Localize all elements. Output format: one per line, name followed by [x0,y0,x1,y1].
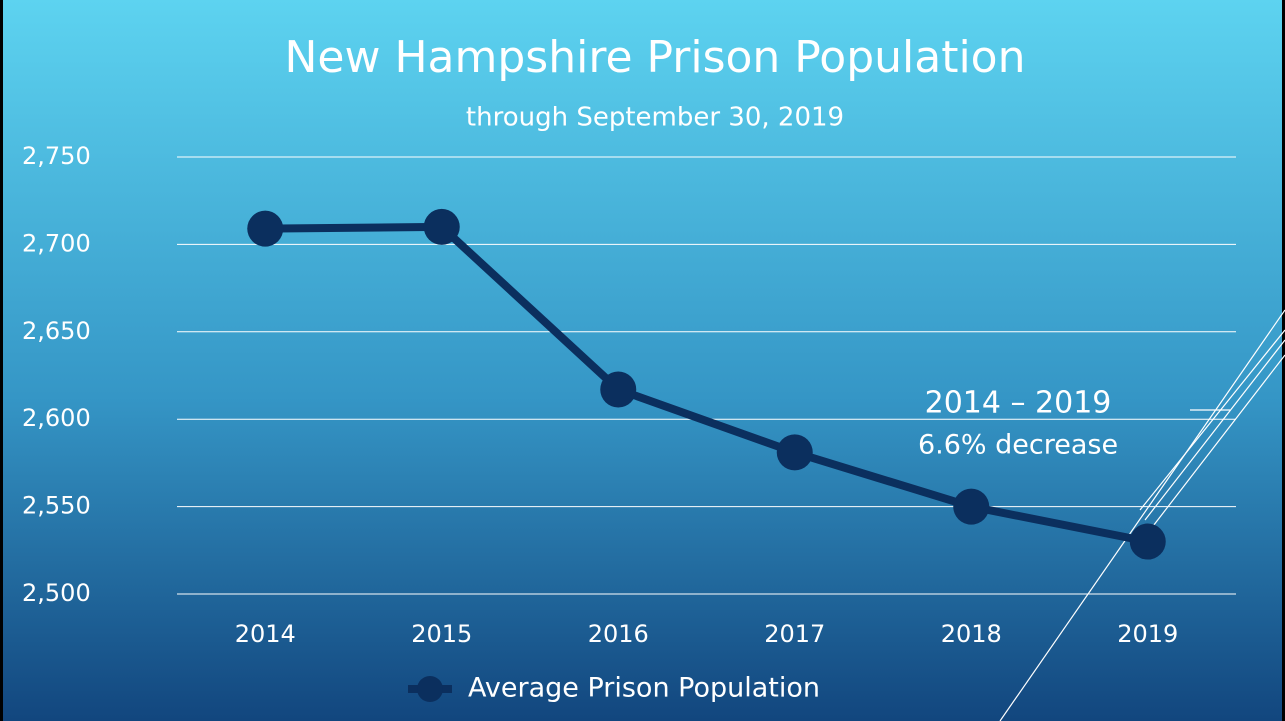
x-tick-label: 2014 [235,620,296,648]
x-tick-label: 2019 [1117,620,1178,648]
y-tick-label: 2,700 [22,229,91,257]
marker [423,208,460,245]
background [3,0,1282,721]
y-tick-label: 2,650 [22,317,91,345]
y-tick-label: 2,550 [22,492,91,520]
annotation: 6.6% decrease [918,430,1118,461]
x-tick-label: 2018 [941,620,1002,648]
x-tick-label: 2016 [588,620,649,648]
legend-marker [417,676,443,702]
annotation: 2014 – 2019 [925,386,1112,421]
y-tick-label: 2,750 [22,142,91,170]
chart-title: New Hampshire Prison Population [285,32,1026,83]
marker [247,210,284,247]
marker [1129,523,1166,560]
legend-label: Average Prison Population [468,673,820,704]
marker [953,488,990,525]
decoration [999,309,1285,721]
x-tick-label: 2015 [411,620,472,648]
line [265,222,1149,546]
y-tick-label: 2,500 [22,579,91,607]
chart-subtitle: through September 30, 2019 [466,103,844,133]
marker [600,371,637,408]
marker [776,434,813,471]
y-tick-label: 2,600 [22,404,91,432]
x-tick-label: 2017 [764,620,825,648]
